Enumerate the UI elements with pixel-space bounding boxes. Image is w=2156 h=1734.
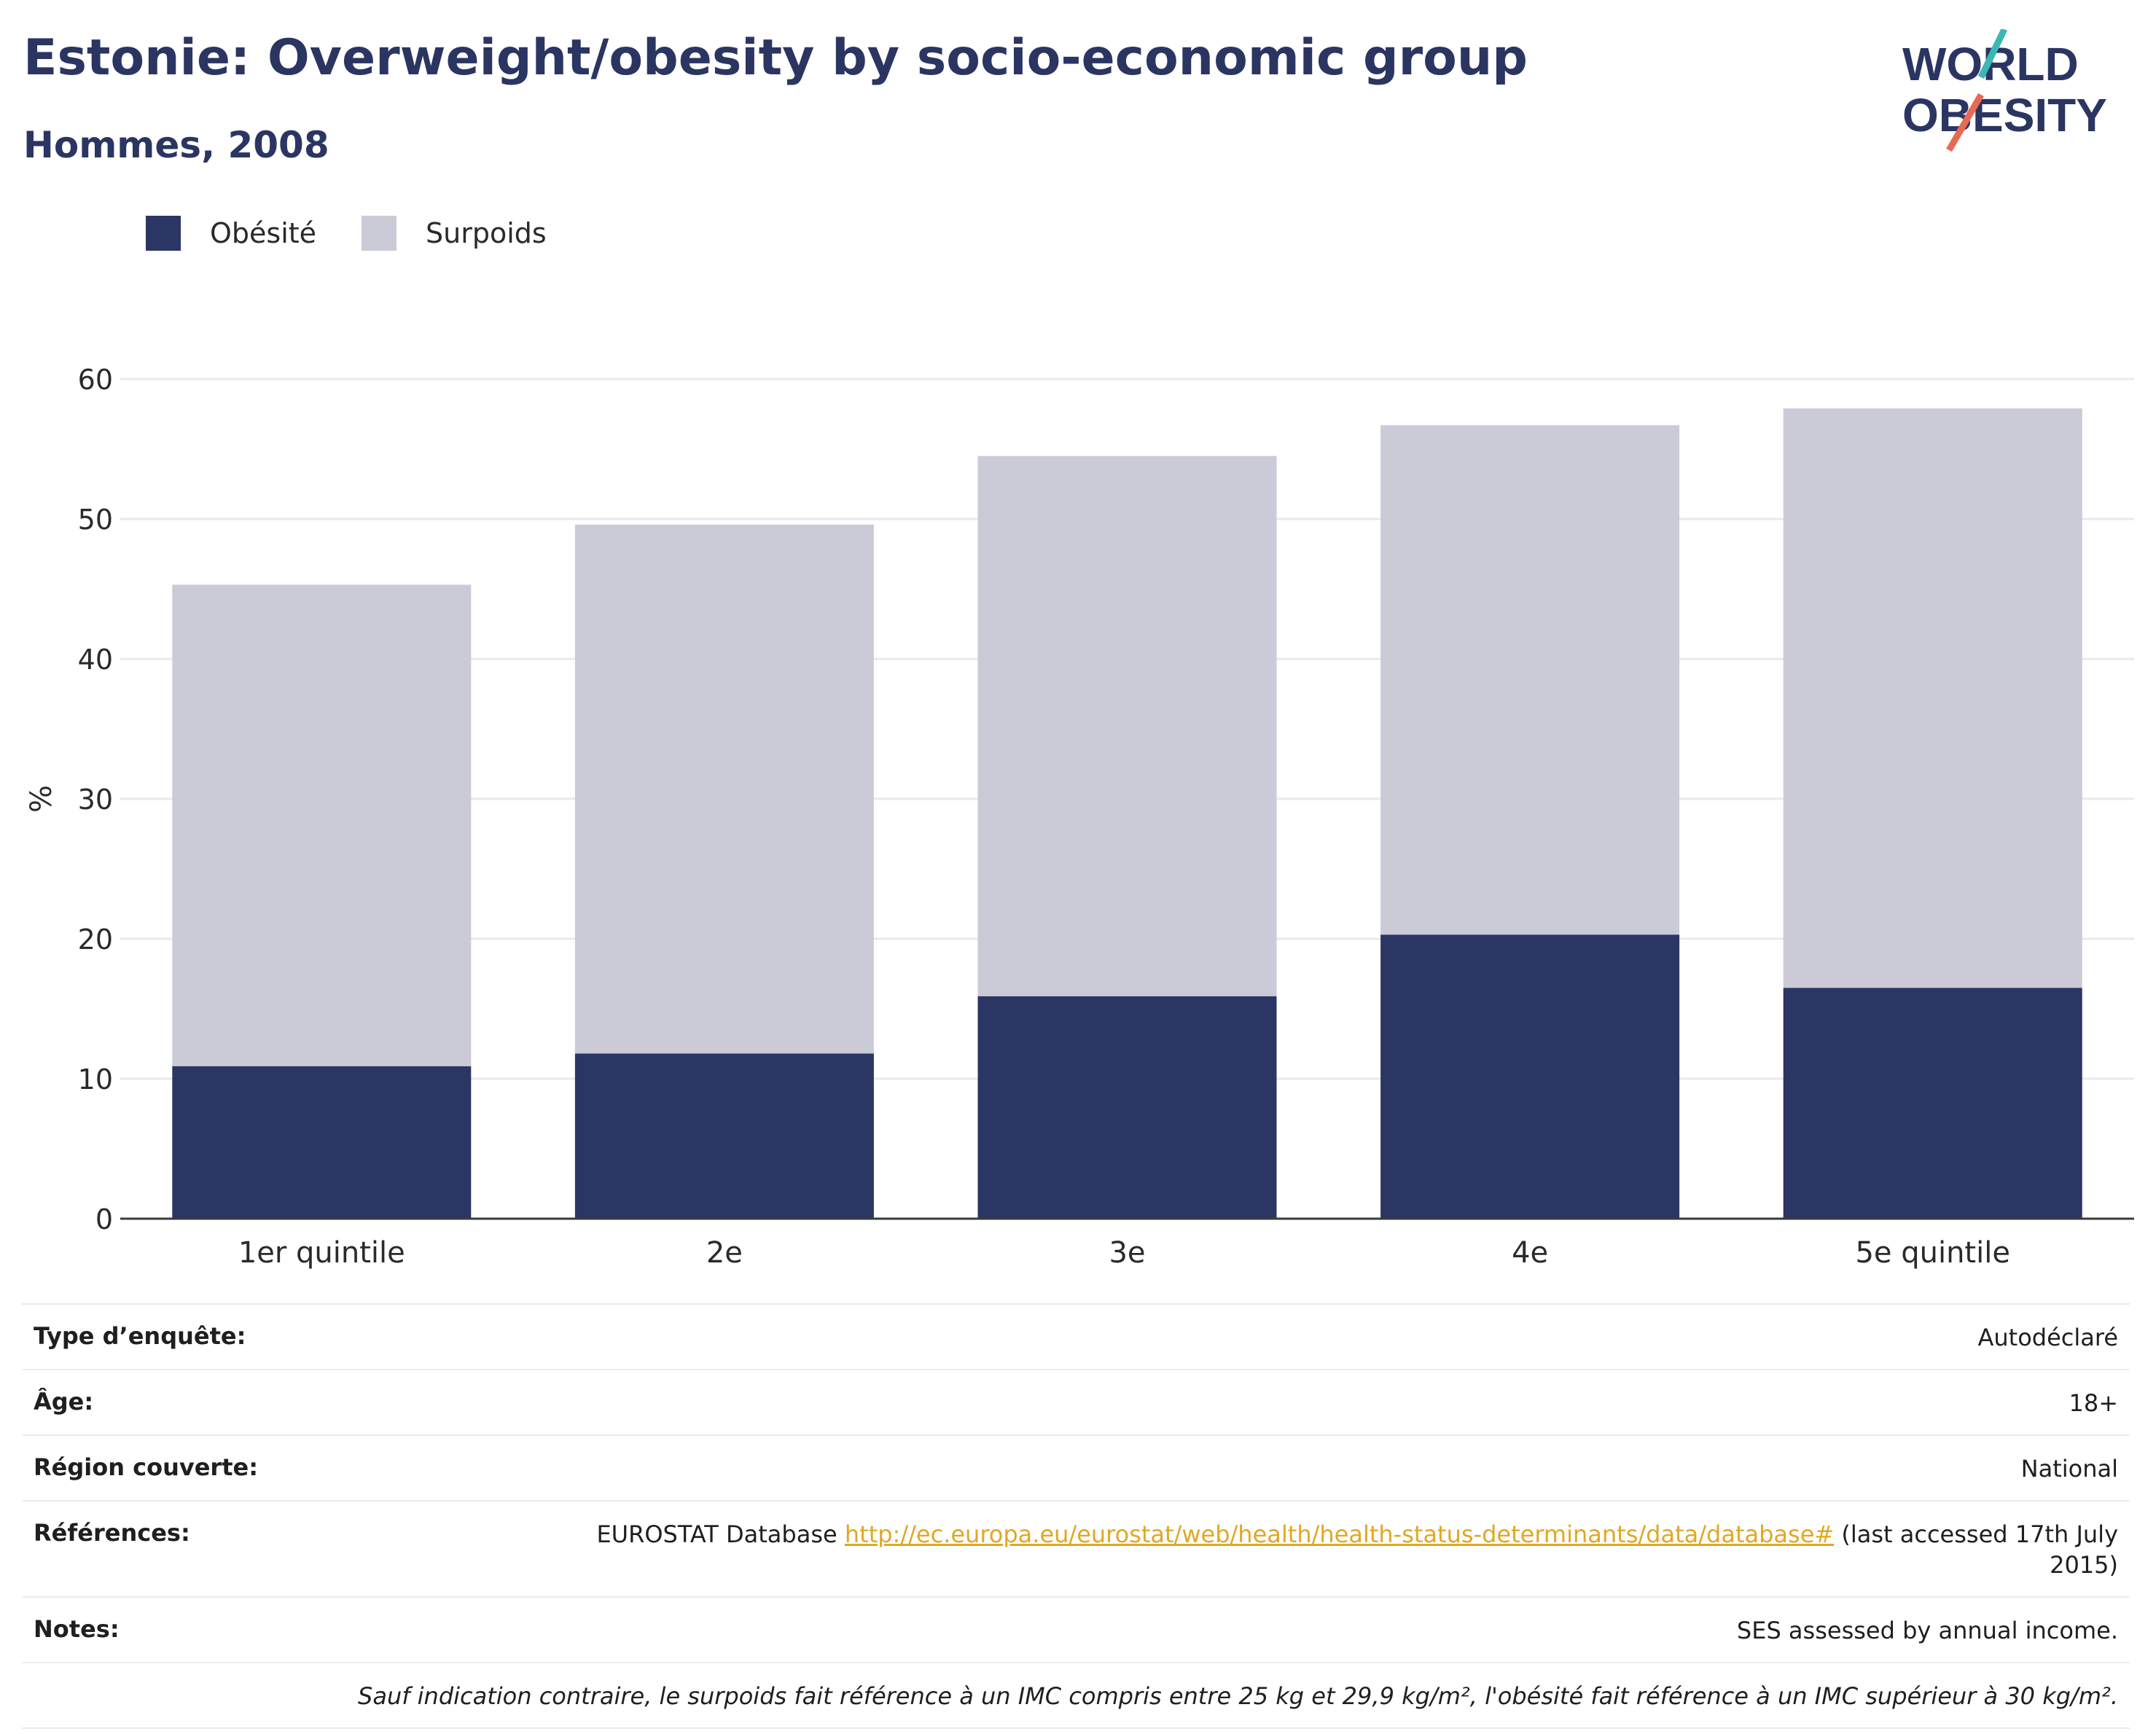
bar-obesite: [977, 996, 1277, 1219]
logo-teal-stroke: [1977, 29, 2008, 79]
legend-swatch-surpoids: [362, 216, 397, 251]
bar-surpoids: [1783, 408, 2082, 988]
bar-surpoids: [574, 524, 874, 1054]
x-tick-label: 1er quintile: [238, 1236, 405, 1270]
bar-surpoids: [1380, 425, 1680, 935]
y-axis-label: %: [25, 785, 58, 813]
y-tick-label: 50: [78, 504, 113, 536]
meta-row-age: Âge: 18+: [22, 1369, 2130, 1434]
notes-label: Notes:: [34, 1615, 120, 1643]
x-tick-label: 3e: [1109, 1236, 1145, 1270]
bar-surpoids: [977, 456, 1277, 996]
notes-value: SES assessed by annual income.: [1736, 1617, 2118, 1644]
chart-legend: Obésité Surpoids: [146, 216, 592, 251]
logo-line2: OBESITY: [1902, 89, 2107, 141]
x-tick-label: 4e: [1512, 1236, 1548, 1270]
bar-surpoids: [172, 585, 472, 1066]
references-value: EUROSTAT Database http://ec.europa.eu/eu…: [587, 1519, 2118, 1580]
legend-label-obesite: Obésité: [210, 217, 317, 249]
y-tick-label: 10: [78, 1063, 113, 1096]
meta-row-notes: Notes: SES assessed by annual income.: [22, 1596, 2130, 1662]
metadata-table: Type d’enquête: Autodéclaré Âge: 18+ Rég…: [22, 1303, 2130, 1729]
region-value: National: [2020, 1455, 2118, 1483]
logo-coral-stroke: [1946, 93, 1984, 152]
y-tick-label: 40: [78, 644, 113, 676]
y-tick-label: 0: [95, 1203, 113, 1235]
chart-subtitle: Hommes, 2008: [23, 124, 329, 166]
chart-title: Estonie: Overweight/obesity by socio-eco…: [23, 29, 1528, 87]
references-label: Références:: [34, 1519, 190, 1547]
meta-row-region: Région couverte: National: [22, 1434, 2130, 1500]
x-tick-label: 2e: [706, 1236, 743, 1270]
references-link[interactable]: http://ec.europa.eu/eurostat/web/health/…: [844, 1520, 1835, 1548]
bar-obesite: [574, 1053, 874, 1219]
meta-row-references: Références: EUROSTAT Database http://ec.…: [22, 1500, 2130, 1596]
age-value: 18+: [2069, 1389, 2118, 1417]
references-suffix: (last accessed 17th July 2015): [1841, 1520, 2118, 1579]
region-label: Région couverte:: [34, 1453, 258, 1481]
bar-obesite: [1783, 988, 2082, 1219]
legend-swatch-obesite: [146, 216, 181, 251]
x-tick-label: 5e quintile: [1855, 1236, 2010, 1270]
y-tick-label: 30: [78, 784, 113, 816]
bar-chart: 0 10 20 30 40 50 60% 1er quintile 2e 3e 4e 5e quint…: [25, 364, 2134, 1270]
meta-row-survey: Type d’enquête: Autodéclaré: [22, 1303, 2130, 1369]
survey-label: Type d’enquête:: [34, 1322, 246, 1350]
y-tick-label: 60: [78, 364, 113, 396]
y-tick-label: 20: [78, 923, 113, 956]
meta-row-footnote: Sauf indication contraire, le surpoids f…: [22, 1662, 2130, 1727]
footnote: Sauf indication contraire, le surpoids f…: [358, 1682, 2118, 1710]
legend-label-surpoids: Surpoids: [426, 217, 547, 249]
bar-obesite: [1380, 934, 1680, 1219]
survey-value: Autodéclaré: [1977, 1324, 2118, 1351]
world-obesity-logo: WORLD OBESITY: [1902, 29, 2107, 152]
references-prefix: EUROSTAT Database: [596, 1520, 837, 1548]
age-label: Âge:: [34, 1388, 94, 1415]
bar-obesite: [172, 1066, 472, 1219]
